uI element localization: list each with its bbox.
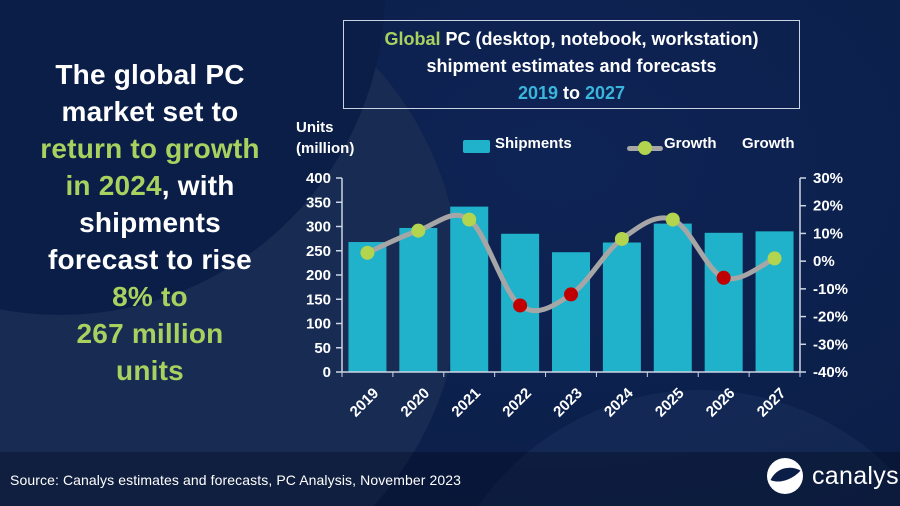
left-axis-title: Units (million): [296, 117, 354, 159]
bar-2021: [450, 206, 489, 372]
right-axis-tick-label: -10%: [813, 281, 848, 298]
headline-line-segment: market set to: [61, 96, 239, 127]
growth-dot-2020: [411, 223, 426, 238]
chart-title-line-segment: Global: [384, 29, 441, 49]
x-axis-year-label: 2023: [550, 385, 586, 421]
headline-line: forecast to rise: [5, 241, 295, 278]
headline-line-segment: shipments: [79, 207, 221, 238]
x-axis-year-label: 2019: [347, 385, 383, 421]
chart-title-line: 2019 to 2027: [344, 80, 799, 107]
combo-chart: 400 350 300 250 200 150 100 50 0 30% 20% 10% 0% -10% -…: [306, 170, 848, 421]
legend-shipments-label: Shipments: [495, 135, 572, 152]
legend-growth-dot-marker: [638, 141, 652, 155]
right-axis-title: Growth: [742, 135, 795, 152]
headline-line: units: [5, 352, 295, 389]
canalys-logo: canalys: [766, 457, 899, 495]
growth-dot-2023: [564, 287, 578, 302]
bar-2023: [552, 252, 590, 372]
headline-line: shipments: [5, 204, 295, 241]
headline-line-segment: 267 million: [76, 318, 224, 349]
chart-title-line-segment: to: [558, 83, 585, 103]
growth-dot-2019: [360, 245, 375, 260]
headline-line-segment: , with: [161, 170, 235, 201]
x-axis-year-label: 2025: [652, 385, 688, 421]
headline-text: The global PC market set to return to grow…: [5, 56, 295, 389]
left-axis-tick-label: 350: [306, 194, 331, 211]
chart-title-line-segment: PC (desktop, notebook, workstation): [440, 29, 759, 49]
chart-title-line-segment: 2019: [517, 83, 558, 103]
headline-line: 267 million: [5, 315, 295, 352]
x-axis-year-label: 2024: [601, 384, 637, 420]
left-axis-title-line2: (million): [296, 140, 355, 157]
chart-title-line: Global PC (desktop, notebook, workstatio…: [344, 26, 799, 53]
headline-line-segment: in 2024: [65, 170, 162, 201]
headline-line: market set to: [5, 93, 295, 130]
right-axis-tick-label: -20%: [813, 309, 848, 326]
left-axis-tick-label: 0: [323, 364, 331, 381]
left-axis-tick-label: 150: [306, 291, 331, 308]
source-attribution: Source: Canalys estimates and forecasts,…: [10, 472, 462, 488]
left-axis-tick-label: 200: [306, 267, 331, 284]
headline-line-segment: The global PC: [55, 59, 245, 90]
legend-growth-label: Growth: [664, 135, 717, 152]
right-axis-tick-label: -30%: [813, 336, 848, 353]
growth-dot-2022: [513, 298, 528, 313]
growth-dot-2024: [614, 231, 629, 246]
growth-dot-2026: [716, 270, 731, 285]
x-axis-year-label: 2022: [499, 385, 535, 421]
legend-shipments-swatch: [463, 140, 490, 153]
x-axis-year-label: 2020: [398, 385, 434, 421]
bar-2025: [653, 223, 692, 372]
chart-title-line: shipment estimates and forecasts: [344, 53, 799, 80]
right-axis-tick-label: -40%: [813, 364, 848, 381]
headline-line: in 2024, with: [5, 167, 295, 204]
growth-dot-2027: [767, 251, 782, 266]
left-axis-tick-label: 100: [306, 316, 331, 333]
right-axis-tick-label: 20%: [813, 198, 843, 215]
headline-line-segment: forecast to rise: [48, 244, 252, 275]
canalys-logo-text: canalys: [812, 461, 899, 490]
chart-title-line-segment: 2027: [585, 83, 626, 103]
left-axis-title-line1: Units: [296, 119, 334, 136]
canalys-logo-icon: [767, 458, 803, 494]
chart-title-box: Global PC (desktop, notebook, workstatio…: [343, 20, 800, 109]
left-axis-tick-label: 400: [306, 170, 331, 187]
growth-dot-2025: [665, 212, 680, 227]
x-axis-year-label: 2021: [448, 385, 484, 421]
x-axis-year-label: 2027: [754, 385, 790, 421]
right-axis-tick-label: 10%: [813, 225, 843, 242]
headline-line: return to growth: [5, 130, 295, 167]
right-axis-tick-label: 0%: [813, 253, 835, 270]
bar-2019: [348, 242, 387, 372]
headline-line: 8% to: [5, 278, 295, 315]
headline-line: The global PC: [5, 56, 295, 93]
bar-2020: [399, 227, 438, 372]
bar-2026: [704, 232, 743, 372]
growth-dot-2021: [462, 212, 477, 227]
bar-2024: [602, 242, 641, 372]
left-axis-tick-label: 50: [314, 340, 331, 357]
right-axis-tick-label: 30%: [813, 170, 843, 187]
left-axis-tick-label: 300: [306, 219, 331, 236]
chart-title-line-segment: shipment estimates and forecasts: [426, 56, 717, 76]
headline-line-segment: return to growth: [40, 133, 260, 164]
x-axis-year-label: 2026: [703, 385, 739, 421]
headline-line-segment: 8% to: [112, 281, 188, 312]
left-axis-tick-label: 250: [306, 243, 331, 260]
headline-line-segment: units: [116, 355, 184, 386]
